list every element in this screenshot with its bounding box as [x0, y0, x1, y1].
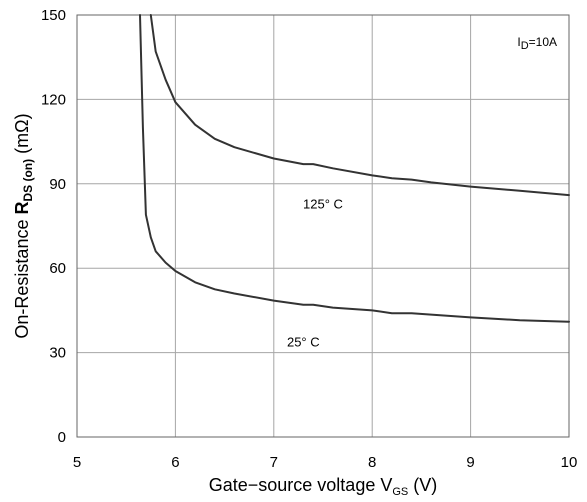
plot-frame — [76, 14, 570, 438]
series-label-25c: 25° C — [287, 334, 320, 349]
y-axis-ticks: 0 30 60 90 120 150 — [41, 7, 66, 446]
series-line-25c — [139, 14, 570, 323]
x-axis-title: Gate−source voltage VGS (V) — [209, 475, 438, 498]
y-tick-label: 120 — [41, 91, 66, 108]
x-tick-label: 7 — [270, 454, 278, 471]
y-axis-title: On-Resistance RDS (on) (mΩ) — [12, 113, 35, 338]
curve-labels: 125° C 25° C — [287, 196, 343, 349]
x-tick-label: 9 — [466, 454, 474, 471]
curves — [139, 14, 570, 323]
series-label-125c: 125° C — [303, 196, 343, 211]
x-tick-label: 5 — [73, 454, 81, 471]
y-tick-label: 150 — [41, 7, 66, 24]
y-tick-label: 0 — [58, 429, 66, 446]
grid — [76, 14, 570, 438]
condition-label: ID=10A — [517, 35, 557, 52]
y-tick-label: 90 — [49, 176, 66, 193]
y-tick-label: 30 — [49, 345, 66, 362]
x-axis-ticks: 5 6 7 8 9 10 — [73, 454, 578, 471]
x-tick-label: 8 — [368, 454, 376, 471]
series-line-125c — [149, 14, 570, 197]
x-tick-label: 10 — [561, 454, 578, 471]
y-tick-label: 60 — [49, 260, 66, 277]
x-tick-label: 6 — [171, 454, 179, 471]
